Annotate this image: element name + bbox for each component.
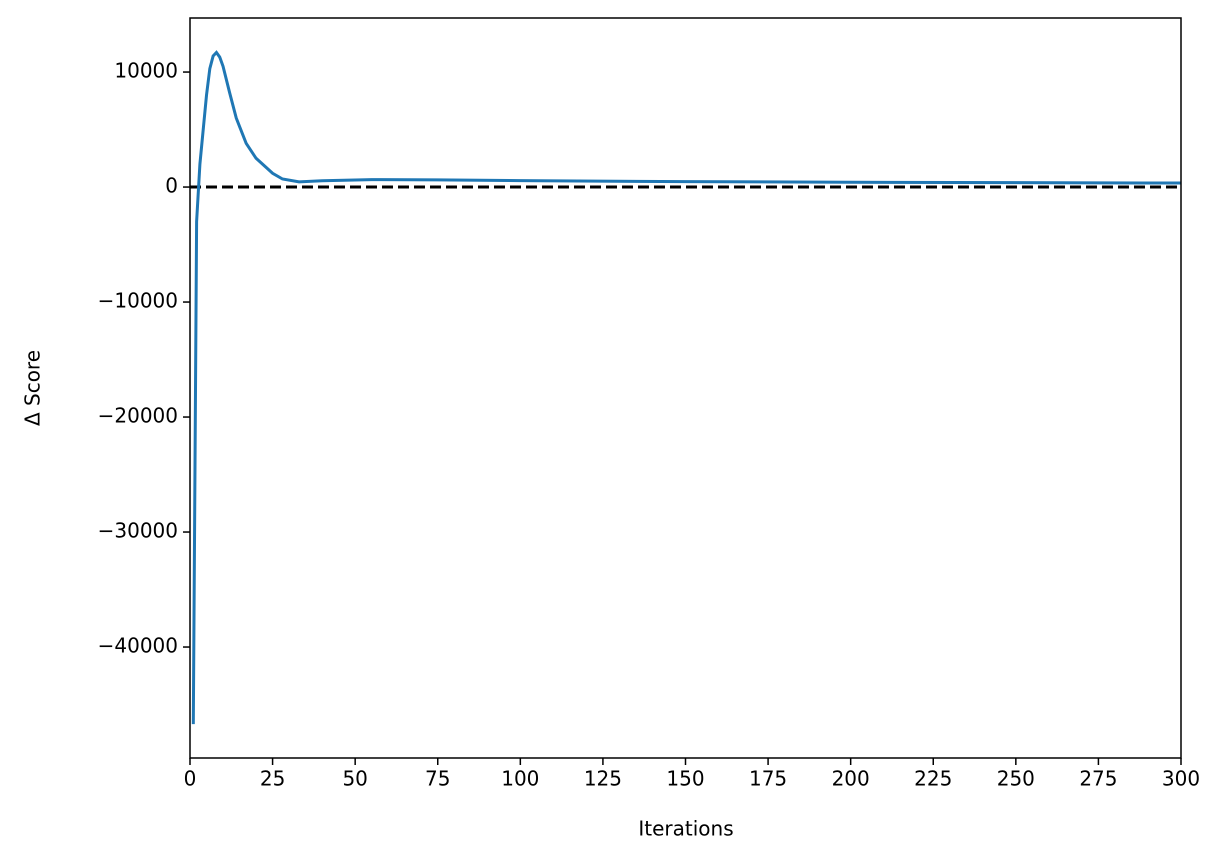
x-tick-label: 150 — [666, 767, 704, 791]
x-tick-label: 225 — [914, 767, 952, 791]
y-axis-label: Δ Score — [21, 350, 45, 426]
y-tick-label: −20000 — [98, 404, 178, 428]
y-tick-label: −10000 — [98, 289, 178, 313]
y-tick-label: 10000 — [114, 59, 178, 83]
x-tick-label: 300 — [1162, 767, 1200, 791]
x-tick-label: 175 — [749, 767, 787, 791]
y-tick-label: −40000 — [98, 634, 178, 658]
plot-frame — [189, 17, 1182, 759]
x-tick-label: 75 — [425, 767, 450, 791]
x-tick-label: 100 — [501, 767, 539, 791]
data-line — [191, 50, 1181, 725]
x-tick-label: 0 — [184, 767, 197, 791]
x-tick-label: 250 — [997, 767, 1035, 791]
y-tick-label: 0 — [165, 174, 178, 198]
x-tick-label: 200 — [832, 767, 870, 791]
x-tick-label: 275 — [1079, 767, 1117, 791]
x-tick-label: 50 — [342, 767, 367, 791]
x-tick-label: 125 — [584, 767, 622, 791]
x-axis-label: Iterations — [638, 817, 733, 841]
x-tick-label: 25 — [260, 767, 285, 791]
y-tick-label: −30000 — [98, 519, 178, 543]
